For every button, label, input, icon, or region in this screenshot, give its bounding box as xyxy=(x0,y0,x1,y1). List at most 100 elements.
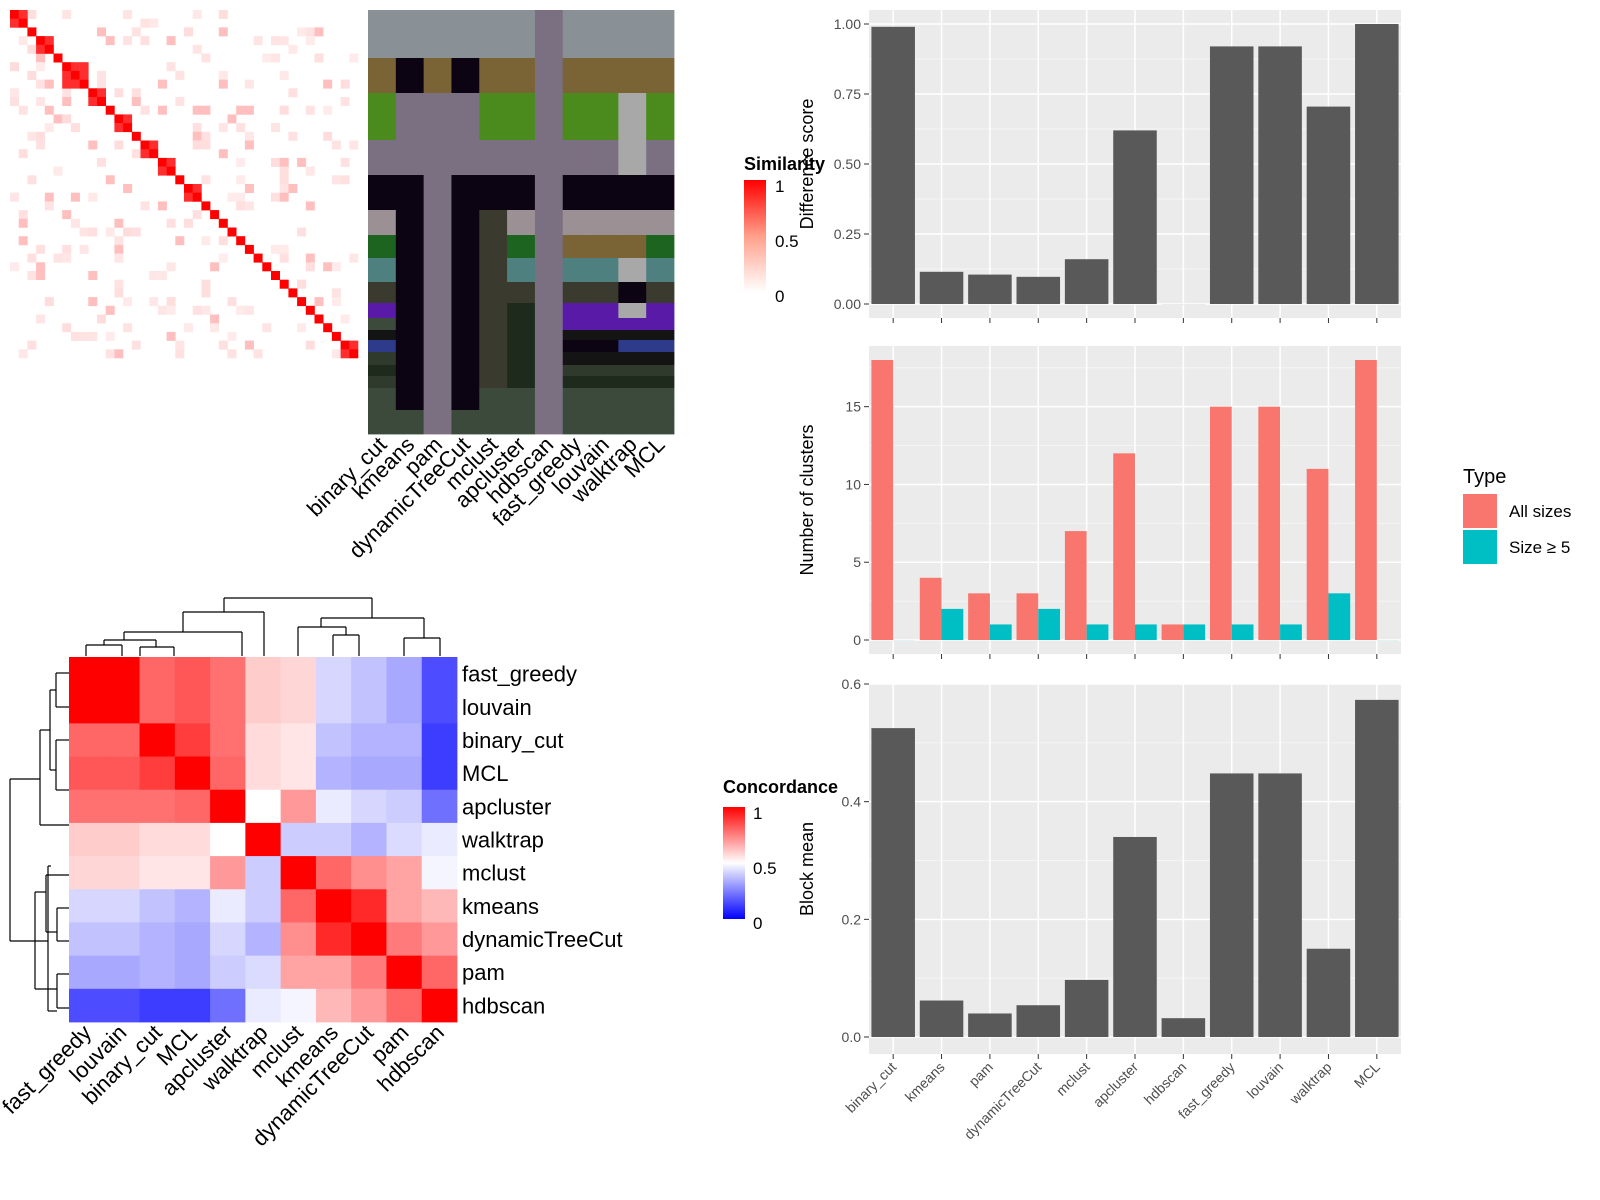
similarity-cell xyxy=(70,331,80,341)
bar xyxy=(1258,46,1302,305)
concordance-cell xyxy=(174,690,211,724)
class-cell xyxy=(479,140,508,176)
x-tick-label: pam xyxy=(965,1059,996,1090)
similarity-cell xyxy=(36,244,46,254)
concordance-cell xyxy=(386,856,423,890)
similarity-cell xyxy=(175,340,185,350)
similarity-cell xyxy=(218,340,228,350)
similarity-cell xyxy=(305,340,315,350)
concordance-cell xyxy=(174,657,211,691)
class-cell xyxy=(507,318,536,331)
similarity-legend: Similarity 1 0.5 0 xyxy=(744,154,825,306)
similarity-cell xyxy=(105,349,115,359)
class-cell xyxy=(646,210,675,236)
similarity-cell xyxy=(331,262,341,272)
similarity-cell xyxy=(62,114,72,124)
similarity-cell xyxy=(271,271,280,280)
bar xyxy=(1355,360,1377,640)
similarity-cell xyxy=(236,192,246,202)
x-tick-label: mclust xyxy=(1053,1059,1093,1099)
concordance-cell xyxy=(69,822,105,857)
concordance-cell xyxy=(139,756,176,791)
concordance-cell xyxy=(386,955,423,990)
class-cell xyxy=(646,258,675,283)
similarity-cell xyxy=(123,323,133,333)
similarity-cell xyxy=(27,253,37,263)
similarity-cell xyxy=(192,131,202,141)
similarity-cell xyxy=(166,331,176,341)
class-cell xyxy=(618,140,647,176)
class-cell xyxy=(534,365,564,377)
similarity-cell xyxy=(149,140,159,150)
bar xyxy=(1016,593,1039,640)
x-tick-label: hdbscan xyxy=(1141,1059,1190,1108)
similarity-cell xyxy=(105,305,115,315)
similarity-cell xyxy=(218,10,228,19)
class-cell xyxy=(423,340,452,353)
class-cell xyxy=(590,210,619,236)
concordance-cell xyxy=(174,889,211,923)
class-cell xyxy=(534,210,564,236)
class-cell xyxy=(534,282,564,304)
concordance-cell xyxy=(315,889,352,923)
similarity-cell xyxy=(123,184,133,193)
similarity-cell xyxy=(157,105,167,115)
similarity-cell xyxy=(192,140,202,150)
similarity-cell xyxy=(314,297,324,307)
similarity-cell xyxy=(340,97,350,106)
class-cell xyxy=(534,376,564,389)
class-cell xyxy=(423,93,452,141)
similarity-cell xyxy=(79,227,89,237)
concordance-cell xyxy=(351,690,387,724)
concordance-cell xyxy=(210,789,246,824)
similarity-cell xyxy=(53,114,63,124)
class-cell xyxy=(395,140,425,176)
similarity-cell xyxy=(18,36,28,46)
bar xyxy=(1280,624,1302,640)
similarity-cell xyxy=(114,114,124,124)
similarity-cell xyxy=(288,184,298,193)
type-legend-label-size-ge5: Size ≥ 5 xyxy=(1509,538,1570,557)
concordance-cell xyxy=(421,690,458,724)
similarity-cell xyxy=(88,297,98,307)
similarity-cell xyxy=(340,79,350,89)
concordance-cell xyxy=(69,889,105,923)
similarity-cell xyxy=(305,253,315,263)
concordance-cell xyxy=(104,657,140,691)
similarity-cell xyxy=(184,184,193,193)
similarity-cell xyxy=(70,70,80,80)
bar xyxy=(1016,1005,1061,1037)
similarity-cell xyxy=(114,244,124,254)
class-cell xyxy=(423,175,452,211)
class-cell xyxy=(534,10,564,59)
similarity-cell xyxy=(44,105,54,115)
concordance-cell xyxy=(104,988,140,1023)
class-cell xyxy=(562,330,591,341)
similarity-cell xyxy=(192,210,202,220)
similarity-cell xyxy=(201,279,211,289)
similarity-cell xyxy=(10,10,19,19)
y-tick-label: 0.0 xyxy=(842,1029,862,1045)
concordance-cell xyxy=(351,657,387,691)
similarity-cell xyxy=(123,10,133,19)
class-cell xyxy=(395,258,425,283)
similarity-cell xyxy=(331,297,341,307)
bar xyxy=(968,274,1012,304)
similarity-cell xyxy=(340,349,350,359)
concordance-row-label: apcluster xyxy=(462,794,551,819)
concordance-cell xyxy=(315,856,352,890)
concordance-cell xyxy=(386,789,423,824)
similarity-cell xyxy=(97,70,106,80)
similarity-cell xyxy=(149,297,159,307)
concordance-cell xyxy=(69,922,105,957)
similarity-cell xyxy=(166,262,176,272)
similarity-cell xyxy=(331,288,341,298)
concordance-heatmap xyxy=(69,657,458,1023)
class-cell xyxy=(507,388,536,411)
class-cell xyxy=(534,410,564,435)
concordance-cell xyxy=(280,723,317,757)
concordance-cell xyxy=(245,723,282,757)
class-cell xyxy=(618,235,647,259)
similarity-cell xyxy=(131,227,141,237)
